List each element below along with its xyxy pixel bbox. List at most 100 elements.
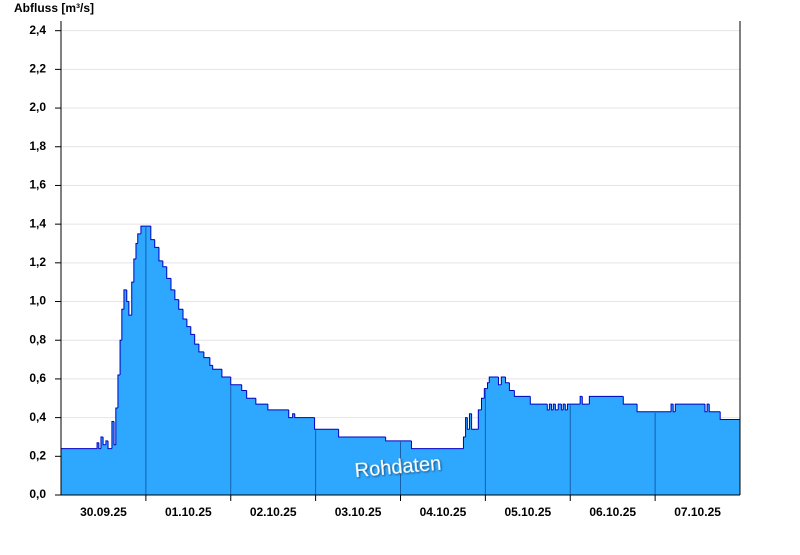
area-step — [549, 404, 552, 495]
area-step — [338, 436, 386, 495]
area-outline — [483, 388, 488, 399]
y-tick-label: 1,0 — [29, 294, 46, 308]
area-outline — [704, 404, 708, 413]
area-step — [162, 266, 168, 495]
area-step — [484, 388, 488, 495]
y-tick-label: 0,6 — [29, 371, 46, 385]
area-step — [509, 390, 515, 495]
area-step — [567, 404, 581, 495]
area-outline — [98, 442, 101, 450]
area-outline — [529, 396, 548, 405]
area-outline — [674, 403, 705, 412]
area-step — [128, 315, 133, 495]
area-step — [709, 411, 721, 495]
area-outline — [123, 289, 127, 310]
x-tick-label: 07.10.25 — [674, 505, 721, 519]
axes: 0,0 0,2 0,4 0,6 0,8 1,0 1,2 1,4 1,6 1,8 2,0 2,2 2,4 3… — [29, 21, 741, 519]
area-outline — [140, 225, 151, 234]
area-outline — [131, 281, 134, 316]
area-outline — [107, 440, 112, 450]
area-outline — [267, 404, 289, 411]
area-outline — [186, 318, 191, 328]
area-step — [115, 407, 119, 495]
area-step — [190, 334, 195, 495]
area-outline — [670, 403, 674, 412]
area-outline — [471, 413, 479, 430]
area-step — [111, 421, 115, 495]
area-outline — [708, 404, 721, 413]
area-outline — [117, 374, 121, 408]
area-outline — [209, 357, 213, 366]
area-step — [186, 326, 192, 495]
area-outline — [121, 308, 124, 341]
area-outline — [178, 299, 184, 310]
area-step — [411, 448, 464, 495]
area-outline — [581, 396, 590, 405]
area-step — [469, 413, 472, 495]
area-step — [487, 382, 490, 495]
area-outline — [294, 413, 315, 419]
area — [61, 225, 741, 495]
area-outline — [468, 413, 472, 430]
y-tick-label: 0,8 — [29, 332, 46, 346]
area-step — [126, 301, 130, 495]
area-step — [178, 309, 184, 495]
area-step — [501, 376, 506, 495]
area-outline — [562, 403, 566, 410]
area-step — [133, 258, 137, 495]
area-step — [97, 442, 100, 495]
area-outline — [552, 403, 556, 410]
area-step — [704, 411, 708, 495]
area-outline — [497, 376, 502, 386]
y-tick-label: 0,0 — [29, 487, 46, 501]
area-outline — [486, 382, 490, 389]
area-step — [212, 369, 223, 495]
area-outline — [105, 440, 109, 445]
area-step — [481, 398, 485, 495]
area-step — [467, 429, 470, 495]
area-step — [209, 365, 214, 495]
area-step — [108, 448, 113, 495]
area-step — [582, 404, 590, 495]
x-tick-label: 05.10.25 — [504, 505, 551, 519]
area-outline — [622, 396, 638, 405]
y-tick-label: 1,6 — [29, 178, 46, 192]
area-outline — [564, 404, 568, 411]
y-tick-label: 0,4 — [29, 410, 46, 424]
area-step — [98, 448, 102, 495]
area-outline — [480, 397, 485, 410]
area-step — [673, 411, 676, 495]
x-tick-label: 03.10.25 — [335, 505, 382, 519]
area-outline — [154, 239, 159, 248]
y-tick-label: 2,4 — [29, 23, 46, 37]
area-step — [498, 384, 502, 495]
area-step — [675, 404, 706, 495]
area-outline — [126, 289, 129, 303]
area-step — [465, 417, 468, 495]
area-outline — [115, 407, 118, 445]
area-step — [137, 233, 142, 495]
area-outline — [314, 417, 339, 430]
area-outline — [170, 278, 175, 291]
area-outline — [462, 436, 466, 449]
area-outline — [194, 334, 199, 345]
area-step — [720, 419, 741, 495]
area-outline — [636, 404, 672, 413]
area-step — [194, 344, 200, 495]
area-outline — [198, 344, 204, 353]
area-outline — [255, 398, 268, 405]
area-step — [166, 278, 172, 495]
y-axis-title: Abfluss [m³/s] — [14, 1, 94, 15]
area-step — [117, 375, 121, 495]
area-step — [246, 398, 257, 495]
area-outline — [246, 390, 256, 399]
area-step — [114, 444, 117, 495]
area-step — [707, 404, 710, 495]
area-step — [100, 436, 104, 495]
area-step — [158, 260, 164, 495]
area-step — [198, 351, 205, 495]
area-outline — [212, 365, 222, 370]
area-outline — [119, 339, 122, 376]
area-outline — [100, 436, 104, 449]
